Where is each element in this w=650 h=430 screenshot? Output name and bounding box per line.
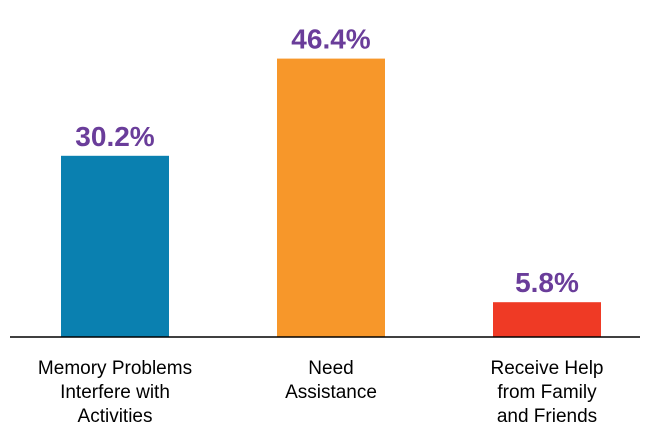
bars-group <box>61 58 601 337</box>
category-label-1-line-1: Assistance <box>285 382 377 403</box>
category-label-1-line-0: Need <box>308 358 353 379</box>
category-label-2-line-1: from Family <box>497 382 597 403</box>
bar-1 <box>277 58 385 337</box>
category-label-0-line-0: Memory Problems <box>38 358 192 379</box>
category-label-0: Memory Problems Interfere with Activities <box>38 358 192 427</box>
category-label-2-line-2: and Friends <box>497 406 597 427</box>
category-label-2: Receive Help from Family and Friends <box>491 358 604 427</box>
category-label-1: Need Assistance <box>285 358 377 403</box>
category-label-0-line-2: Activities <box>78 406 153 427</box>
category-label-0-line-1: Interfere with <box>60 382 170 403</box>
bar-0 <box>61 155 169 337</box>
category-label-2-line-0: Receive Help <box>491 358 604 379</box>
value-label-0: 30.2% <box>75 121 154 152</box>
category-labels-group: Memory Problems Interfere with Activities N… <box>38 358 604 427</box>
value-label-2: 5.8% <box>515 267 579 298</box>
value-label-1: 46.4% <box>291 24 370 55</box>
bar-2 <box>493 302 601 337</box>
value-labels-group: 30.2% 46.4% 5.8% <box>75 24 579 299</box>
